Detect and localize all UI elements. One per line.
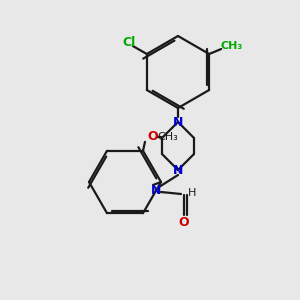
Text: CH₃: CH₃ [220, 41, 242, 51]
Text: H: H [188, 188, 196, 198]
Text: O: O [148, 130, 158, 143]
Text: CH₃: CH₃ [158, 132, 178, 142]
Text: N: N [151, 184, 161, 196]
Text: N: N [173, 164, 183, 176]
Text: N: N [173, 116, 183, 128]
Text: Cl: Cl [122, 35, 135, 49]
Text: O: O [179, 217, 189, 230]
